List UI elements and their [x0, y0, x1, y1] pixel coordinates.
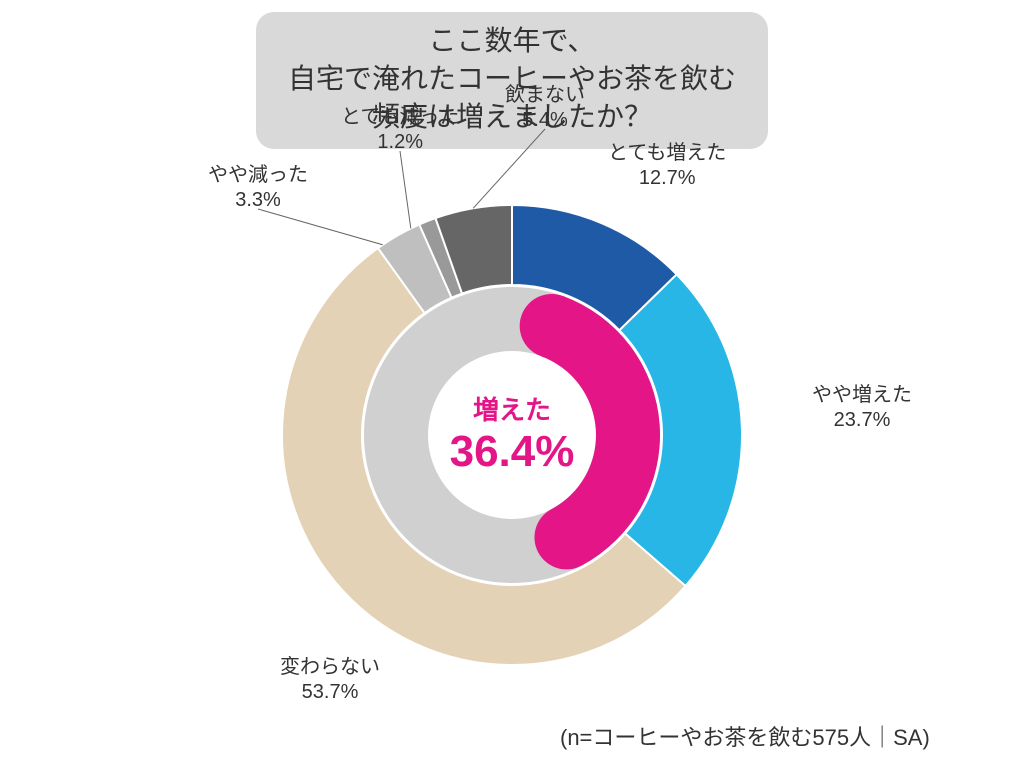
inner-ring-cap-0 — [520, 294, 584, 358]
center-summary: 増えた 36.4% — [422, 390, 602, 477]
inner-ring-cap-1 — [534, 505, 598, 569]
callout-label: 飲まない — [505, 83, 585, 108]
callout-percent: 5.4% — [505, 108, 585, 133]
callout-label: 変わらない — [280, 655, 380, 680]
center-summary-label: 増えた — [422, 390, 602, 427]
callout-very_decreased: とても減った1.2% — [341, 105, 459, 155]
callout-label: とても増えた — [608, 141, 726, 166]
callout-percent: 12.7% — [608, 166, 726, 191]
callout-percent: 1.2% — [341, 130, 459, 155]
chart-stage: ここ数年で、 自宅で淹れたコーヒーやお茶を飲む頻度は増えましたか？ 増えた 36… — [0, 0, 1024, 768]
callout-label: やや増えた — [812, 383, 912, 408]
callout-percent: 3.3% — [208, 188, 308, 213]
footnote-text: (n=コーヒーやお茶を飲む575人｜SA) — [560, 725, 930, 750]
callout-some_decreased: やや減った3.3% — [208, 163, 308, 213]
leader-dont_drink — [473, 129, 545, 208]
callout-label: やや減った — [208, 163, 308, 188]
leader-some_decreased — [258, 209, 383, 245]
callout-percent: 53.7% — [280, 680, 380, 705]
sample-footnote: (n=コーヒーやお茶を飲む575人｜SA) — [560, 720, 930, 752]
center-summary-value: 36.4% — [422, 427, 602, 477]
callout-no_change: 変わらない53.7% — [280, 655, 380, 705]
callout-some_increased: やや増えた23.7% — [812, 383, 912, 433]
callout-label: とても減った — [341, 105, 459, 130]
callout-dont_drink: 飲まない5.4% — [505, 83, 585, 133]
leader-very_decreased — [400, 151, 411, 228]
callout-percent: 23.7% — [812, 408, 912, 433]
callout-very_increased: とても増えた12.7% — [608, 141, 726, 191]
